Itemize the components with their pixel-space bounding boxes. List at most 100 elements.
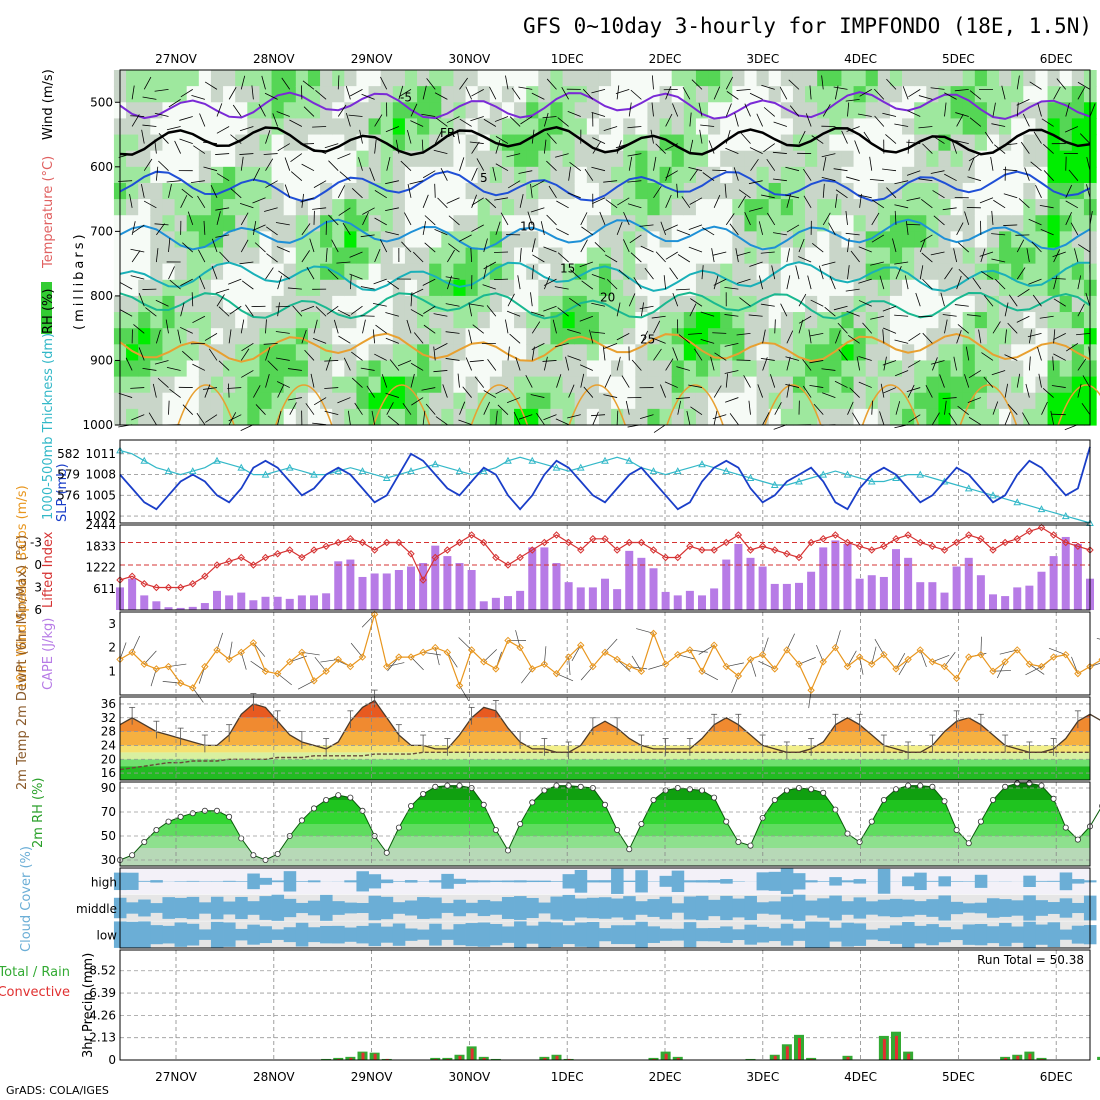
cloud-middle-block bbox=[465, 902, 479, 914]
cloud-low-block bbox=[380, 926, 394, 943]
wind-barb bbox=[505, 75, 509, 90]
rh-cell bbox=[235, 360, 248, 378]
wind-barb bbox=[908, 333, 921, 342]
cloud-high-block bbox=[1047, 880, 1061, 882]
cape-bar bbox=[455, 563, 464, 610]
rh-cell bbox=[138, 376, 151, 394]
rh-cell bbox=[198, 360, 212, 378]
rh-cell bbox=[805, 360, 818, 378]
wind-barb bbox=[543, 246, 557, 253]
rh-cell bbox=[1023, 408, 1037, 426]
rh-cell bbox=[295, 215, 309, 232]
precip-tick: 0 bbox=[108, 1053, 116, 1067]
rh-cell bbox=[247, 247, 261, 265]
rh-cell bbox=[368, 360, 382, 378]
cape-tick: 1222 bbox=[85, 561, 116, 575]
rh-cell bbox=[1071, 312, 1085, 329]
wind-barb bbox=[857, 113, 872, 117]
rh-cell bbox=[671, 408, 685, 426]
rh-cell bbox=[586, 118, 600, 136]
wind-barb bbox=[756, 113, 763, 127]
rh-cell bbox=[223, 392, 236, 410]
rh-cell bbox=[756, 279, 770, 297]
rh-cell bbox=[356, 118, 370, 136]
wind-barb bbox=[312, 422, 327, 426]
rh-cell bbox=[962, 247, 976, 265]
rh-cell bbox=[962, 360, 976, 378]
wind-barb bbox=[627, 203, 642, 209]
rh-cell bbox=[162, 166, 176, 184]
cloud-high-block bbox=[489, 880, 503, 883]
rh-cell bbox=[1035, 312, 1049, 329]
rh-cell bbox=[780, 182, 794, 200]
wind-barb bbox=[813, 403, 824, 415]
rh-cell bbox=[926, 182, 940, 200]
rh-cell bbox=[404, 247, 418, 265]
wind-barb bbox=[906, 141, 921, 144]
rh-marker bbox=[213, 807, 220, 814]
rh-cell bbox=[999, 247, 1012, 265]
rh-cell bbox=[586, 392, 600, 410]
rh-cell bbox=[501, 86, 515, 103]
cape-bar bbox=[855, 578, 864, 610]
rh-cell bbox=[586, 182, 600, 200]
wind-barb bbox=[1026, 248, 1030, 263]
rh-cell bbox=[477, 231, 491, 249]
wind-barb bbox=[351, 188, 363, 199]
date-label-top: 30NOV bbox=[449, 52, 491, 66]
rh-cell bbox=[611, 166, 624, 184]
wind-barb bbox=[445, 303, 460, 307]
rh-cell bbox=[1059, 328, 1073, 345]
cloud-middle-block bbox=[368, 895, 382, 921]
wind-barb bbox=[277, 275, 283, 290]
wind-barb bbox=[422, 278, 436, 286]
rh-cell bbox=[926, 247, 940, 265]
li-marker bbox=[334, 538, 342, 547]
rh-cell bbox=[307, 328, 321, 345]
wind-barb bbox=[118, 153, 133, 158]
rh-cell bbox=[501, 70, 515, 87]
rh-cell bbox=[574, 231, 588, 249]
wind-barb bbox=[725, 103, 732, 117]
rh-cell bbox=[744, 166, 758, 184]
rh-cell bbox=[598, 247, 612, 265]
cloud-low-block bbox=[744, 924, 757, 945]
rh-cell bbox=[295, 360, 309, 378]
rh-cell bbox=[174, 328, 188, 345]
cape-tick: 1833 bbox=[85, 539, 116, 553]
wind-barb bbox=[991, 123, 1006, 127]
wind-barb bbox=[1043, 170, 1054, 181]
cloud-low-block bbox=[902, 921, 915, 948]
rh-cell bbox=[307, 199, 321, 216]
wind-barb bbox=[1065, 343, 1079, 352]
rh-cell bbox=[756, 312, 770, 329]
rh-cell bbox=[817, 70, 830, 87]
wind-barb bbox=[471, 224, 484, 232]
wind-barb bbox=[407, 184, 412, 198]
rh-cell bbox=[708, 150, 721, 168]
rh-cell bbox=[853, 247, 867, 265]
rh-cell bbox=[841, 392, 855, 410]
rh-cell bbox=[695, 279, 709, 297]
wind-barb bbox=[581, 226, 594, 236]
wind-barb bbox=[922, 332, 933, 344]
wind-marker bbox=[928, 658, 937, 666]
rh-cell bbox=[538, 295, 552, 313]
rh-cell bbox=[477, 312, 491, 329]
wind-barb bbox=[543, 356, 548, 371]
wind-barb bbox=[1016, 267, 1026, 280]
wind-barb bbox=[1074, 248, 1079, 263]
rh-cell bbox=[792, 312, 806, 329]
rh-cell bbox=[902, 328, 915, 345]
rh-cell bbox=[671, 247, 685, 265]
wind-barb bbox=[713, 194, 721, 208]
rh-cell bbox=[768, 376, 782, 394]
rh-cell bbox=[647, 263, 661, 281]
rh-cell bbox=[174, 279, 188, 297]
cloud-middle-block bbox=[817, 898, 830, 918]
li-tick: 0 bbox=[34, 558, 42, 572]
wind-barb bbox=[821, 75, 824, 90]
rh-cell bbox=[829, 328, 843, 345]
rh-cell bbox=[914, 199, 927, 216]
wind-barb bbox=[690, 298, 703, 307]
